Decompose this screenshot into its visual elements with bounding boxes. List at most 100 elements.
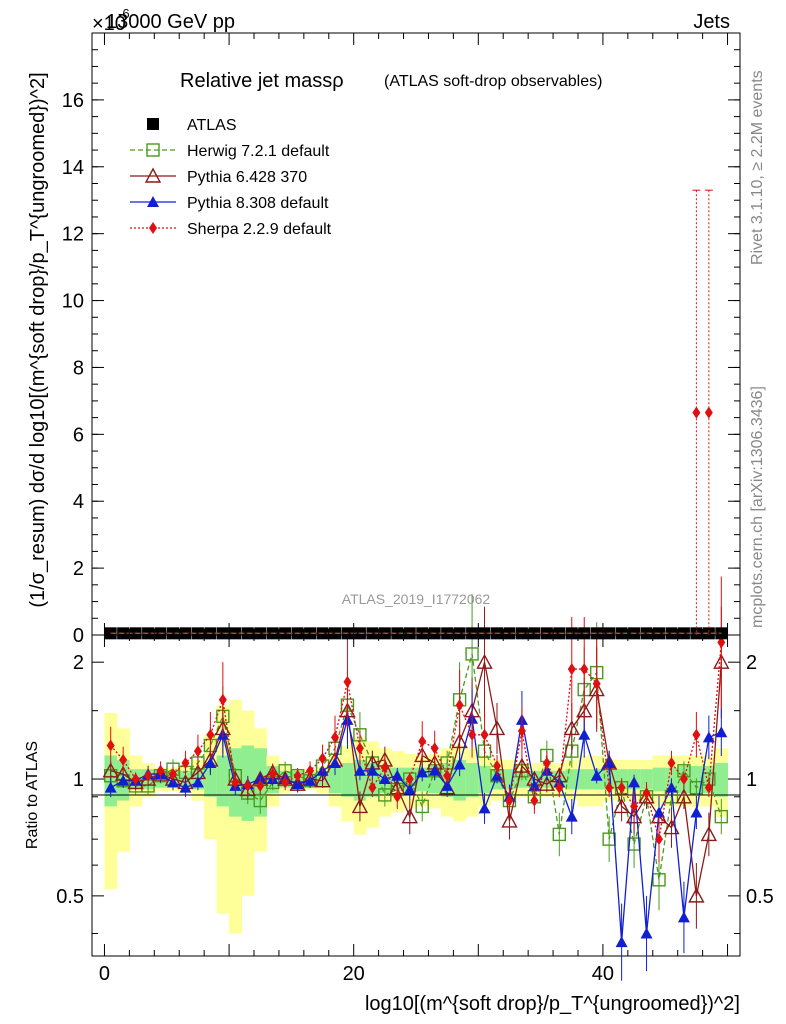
main-point: [391, 627, 404, 640]
ratio-point: [243, 779, 252, 792]
ratio-point: [415, 799, 429, 814]
ratio-point: [355, 742, 364, 755]
main-y-tick-label: 14: [62, 157, 84, 179]
ratio-point: [191, 776, 204, 788]
main-point: [279, 627, 292, 640]
scale-exponent: -6: [118, 6, 130, 21]
ratio-series-layer: [102, 576, 730, 981]
ratio-point: [268, 768, 277, 781]
x-tick-label: 40: [592, 963, 614, 985]
ratio-series-line: [110, 642, 722, 840]
mcplots-label: mcplots.cern.ch [arXiv:1306.3436]: [749, 386, 766, 628]
ratio-point: [542, 756, 551, 769]
ratio-band-inner: [465, 762, 479, 797]
legend-marker: [147, 196, 159, 207]
ratio-point: [451, 732, 468, 749]
ratio-point: [625, 808, 643, 824]
ratio-point: [418, 735, 427, 748]
ratio-band-inner: [640, 769, 654, 790]
ratio-band-inner: [353, 759, 367, 801]
ratio-point: [314, 772, 331, 788]
ratio-band-inner: [341, 762, 355, 797]
legend-label: Pythia 6.428 370: [187, 169, 307, 186]
ratio-point: [563, 719, 580, 736]
ratio-point: [416, 766, 429, 778]
ratio-band-inner: [565, 769, 579, 790]
ratio-point: [455, 699, 464, 712]
process-label: Jets: [693, 11, 730, 33]
main-y-axis-ticks: 0 2 4 6 8 10 12 14 16: [62, 32, 740, 647]
ratio-point: [689, 780, 704, 795]
ratio-point: [156, 764, 165, 777]
main-point: [590, 627, 603, 640]
ratio-band-inner: [578, 769, 591, 790]
ratio-point: [256, 779, 265, 792]
ratio-point: [715, 726, 728, 738]
legend-marker: [146, 143, 160, 157]
ratio-point: [655, 833, 663, 846]
ratio-point: [468, 728, 477, 741]
scale-label: ×10: [92, 13, 126, 35]
ratio-point: [169, 768, 177, 781]
ratio-point: [403, 783, 416, 795]
main-y-axis-label: (1/σ_resum) dσ/d log10[(m^{soft drop}/p_…: [27, 72, 49, 607]
x-axis-ticks: 0 20 40: [99, 33, 729, 985]
main-y-tick-label: 12: [62, 224, 84, 246]
ratio-point: [343, 675, 352, 688]
ratio-point: [628, 776, 641, 788]
ratio-point: [131, 773, 140, 786]
ratio-band-inner: [715, 762, 729, 797]
main-point: [304, 627, 317, 640]
ratio-point: [538, 775, 556, 791]
main-point: [416, 627, 429, 640]
main-point: [528, 627, 541, 640]
ratio-point: [488, 719, 506, 736]
ratio-point: [465, 647, 479, 661]
ratio-point: [281, 776, 290, 789]
main-y-tick-label: 6: [73, 424, 84, 446]
ratio-point: [206, 728, 215, 741]
ratio-point: [580, 663, 589, 676]
legend: ATLAS Herwig 7.2.1 default Pythia 6.428 37…: [130, 117, 332, 238]
ratio-point: [193, 745, 202, 758]
ratio-point: [642, 787, 651, 800]
ratio-point: [405, 773, 414, 786]
ratio-y-axis-label: Ratio to ATLAS: [24, 741, 41, 849]
ratio-band-inner: [328, 766, 342, 794]
main-point: [692, 406, 701, 419]
ratio-point: [102, 762, 119, 778]
ratio-point: [380, 761, 389, 774]
ratio-point: [104, 781, 117, 793]
ratio-point: [493, 760, 501, 773]
ratio-point: [501, 812, 518, 828]
main-point: [191, 627, 204, 640]
ratio-point: [231, 776, 240, 789]
ratio-point: [605, 781, 614, 794]
x-axis-label: log10[(m^{soft drop}/p_T^{ungroomed})^2]: [365, 993, 740, 1015]
ratio-point: [476, 653, 493, 669]
ratio-point: [513, 757, 531, 773]
ratio-point: [692, 728, 701, 741]
ratio-point: [602, 832, 616, 846]
ratio-point: [117, 774, 130, 786]
ratio-point: [567, 663, 576, 676]
main-y-tick-label: 4: [73, 491, 84, 513]
ratio-point: [630, 800, 639, 813]
ratio-point: [615, 936, 628, 948]
ratio-point: [391, 769, 404, 781]
ratio-point: [204, 756, 217, 768]
ratio-point: [366, 764, 379, 776]
main-point: [704, 406, 713, 419]
ratio-y-tick-label: 1: [73, 769, 84, 791]
legend-marker: [144, 167, 162, 183]
ratio-point: [530, 794, 539, 807]
legend-marker: [149, 222, 157, 234]
ratio-point: [590, 769, 603, 781]
ratio-point: [528, 779, 541, 791]
ratio-point: [106, 739, 115, 752]
main-point: [702, 627, 715, 640]
ratio-point: [565, 810, 578, 822]
ratio-point: [331, 731, 339, 744]
main-y-tick-label: 16: [62, 90, 84, 112]
ratio-point: [690, 806, 703, 818]
